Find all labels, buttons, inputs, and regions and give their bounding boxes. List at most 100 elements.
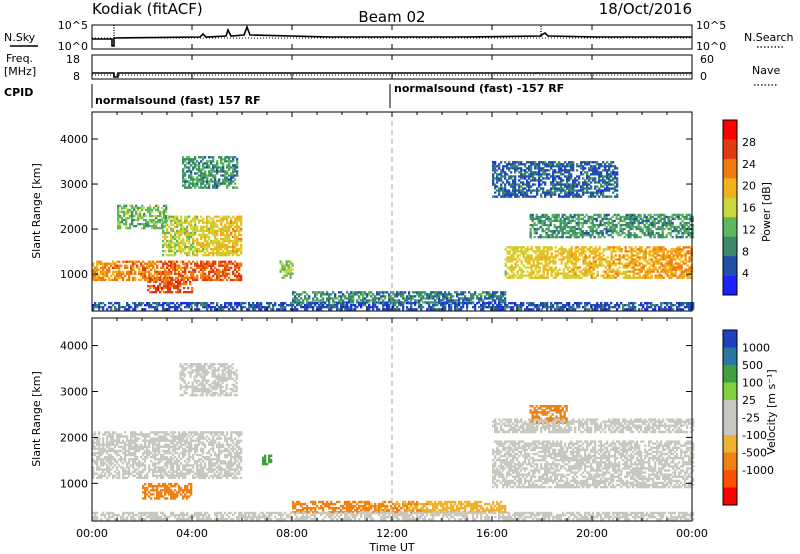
heatmap-cell <box>546 175 549 178</box>
heatmap-cell <box>574 274 577 277</box>
heatmap-cell <box>544 165 547 168</box>
heatmap-cell <box>661 230 664 233</box>
heatmap-cell <box>551 215 554 219</box>
heatmap-cell <box>504 306 507 309</box>
heatmap-cell <box>580 163 583 166</box>
heatmap-cell <box>92 270 95 273</box>
heatmap-cell <box>137 216 140 220</box>
heatmap-cell <box>392 302 395 305</box>
heatmap-cell <box>238 215 241 218</box>
heatmap-cell <box>665 215 668 219</box>
heatmap-cell <box>566 252 569 255</box>
heatmap-cell <box>450 293 453 296</box>
heatmap-cell <box>285 264 288 267</box>
heatmap-cell <box>543 213 546 217</box>
heatmap-cell <box>646 268 649 271</box>
heatmap-cell <box>566 272 569 275</box>
heatmap-cell <box>110 302 113 305</box>
heatmap-cell <box>514 181 517 184</box>
heatmap-cell <box>287 264 290 267</box>
heatmap-cell <box>184 272 187 275</box>
heatmap-cell <box>123 212 126 216</box>
heatmap-cell <box>547 217 550 221</box>
heatmap-cell <box>190 172 193 175</box>
heatmap-cell <box>143 214 146 218</box>
heatmap-cell <box>296 297 299 300</box>
heatmap-cell <box>428 304 431 307</box>
heatmap-cell <box>671 215 674 219</box>
heatmap-cell <box>464 299 467 302</box>
heatmap-cell <box>212 241 215 245</box>
heatmap-cell <box>648 254 651 257</box>
heatmap-cell <box>591 223 594 227</box>
heatmap-cell <box>161 212 164 216</box>
heatmap-cell <box>641 219 644 223</box>
heatmap-cell <box>522 274 525 277</box>
heatmap-cell <box>172 254 175 257</box>
heatmap-cell <box>204 162 207 165</box>
heatmap-cell <box>434 293 437 296</box>
heatmap-cell <box>588 250 591 253</box>
heatmap-cell <box>156 304 159 307</box>
heatmap-cell <box>681 219 684 223</box>
heatmap-cell <box>522 195 525 198</box>
heatmap-cell <box>202 172 205 175</box>
heatmap-cell <box>600 183 603 186</box>
heatmap-cell <box>194 304 197 307</box>
heatmap-cell <box>125 216 128 220</box>
heatmap-cell <box>155 214 158 218</box>
heatmap-cell <box>588 270 591 273</box>
heatmap-cell <box>595 213 598 217</box>
heatmap-cell <box>220 243 223 247</box>
heatmap-cell <box>194 227 197 230</box>
heatmap-cell <box>164 250 167 253</box>
heatmap-cell <box>218 178 221 181</box>
heatmap-cell <box>566 191 569 194</box>
heatmap-cell <box>492 169 495 172</box>
heatmap-cell <box>102 308 105 311</box>
heatmap-cell <box>647 219 650 223</box>
heatmap-cell <box>680 272 683 275</box>
heatmap-cell <box>168 241 171 245</box>
heatmap-cell <box>200 160 203 163</box>
heatmap-cell <box>132 266 135 269</box>
heatmap-cell <box>212 264 215 267</box>
heatmap-cell <box>348 306 351 309</box>
heatmap-cell <box>654 252 657 255</box>
heatmap-cell <box>596 191 599 194</box>
heatmap-cell <box>689 213 692 217</box>
heatmap-cell <box>654 268 657 271</box>
heatmap-cell <box>494 183 497 186</box>
heatmap-cell <box>328 308 331 311</box>
heatmap-cell <box>596 264 599 267</box>
heatmap-cell <box>615 223 618 227</box>
heatmap-cell <box>224 272 227 275</box>
heatmap-cell <box>218 156 221 159</box>
heatmap-cell <box>340 295 343 298</box>
heatmap-cell <box>661 232 664 235</box>
heatmap-cell <box>314 293 317 296</box>
heatmap-cell <box>552 171 555 174</box>
heatmap-cell <box>618 258 621 261</box>
heatmap-cell <box>356 293 359 296</box>
heatmap-cell <box>574 254 577 257</box>
heatmap-cell <box>204 180 207 183</box>
heatmap-cell <box>535 213 538 217</box>
heatmap-cell <box>654 248 657 251</box>
heatmap-cell <box>592 258 595 261</box>
heatmap-cell <box>648 270 651 273</box>
heatmap-cell <box>130 270 133 273</box>
heatmap-cell <box>194 182 197 185</box>
heatmap-cell <box>442 299 445 302</box>
heatmap-cell <box>543 215 546 219</box>
heatmap-cell <box>202 162 205 165</box>
heatmap-cell <box>578 276 581 279</box>
heatmap-cell <box>526 246 529 249</box>
heatmap-cell <box>568 163 571 166</box>
heatmap-cell <box>552 165 555 168</box>
heatmap-cell <box>687 225 690 229</box>
heatmap-cell <box>376 291 379 294</box>
heatmap-cell <box>186 156 189 159</box>
heatmap-cell <box>222 243 225 247</box>
heatmap-cell <box>214 223 217 226</box>
